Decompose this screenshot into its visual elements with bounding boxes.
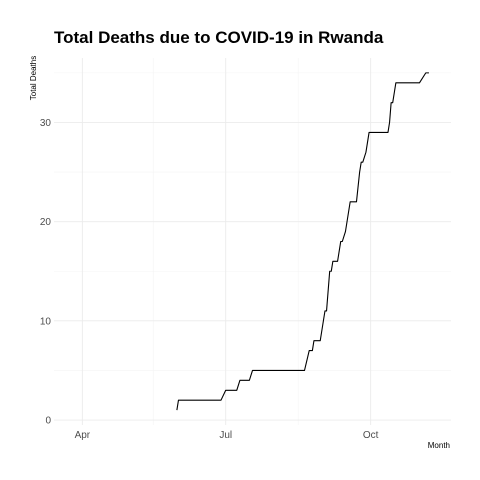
x-tick-label: Jul — [219, 430, 232, 441]
tick-labels: 0 10 20 30 Apr Jul Oct — [40, 118, 379, 441]
total-deaths-line — [176, 72, 429, 411]
chart-title: Total Deaths due to COVID-19 in Rwanda — [54, 28, 384, 47]
grid-lines — [54, 58, 451, 425]
data-line-layer — [176, 72, 429, 411]
y-tick-label: 30 — [40, 118, 52, 129]
x-axis-title: Month — [428, 441, 450, 450]
y-axis-title: Total Deaths — [29, 56, 38, 100]
x-tick-label: Oct — [363, 430, 379, 441]
y-tick-label: 20 — [40, 217, 52, 228]
x-tick-label: Apr — [75, 430, 91, 441]
y-tick-label: 0 — [45, 416, 51, 427]
y-tick-label: 10 — [40, 316, 52, 327]
